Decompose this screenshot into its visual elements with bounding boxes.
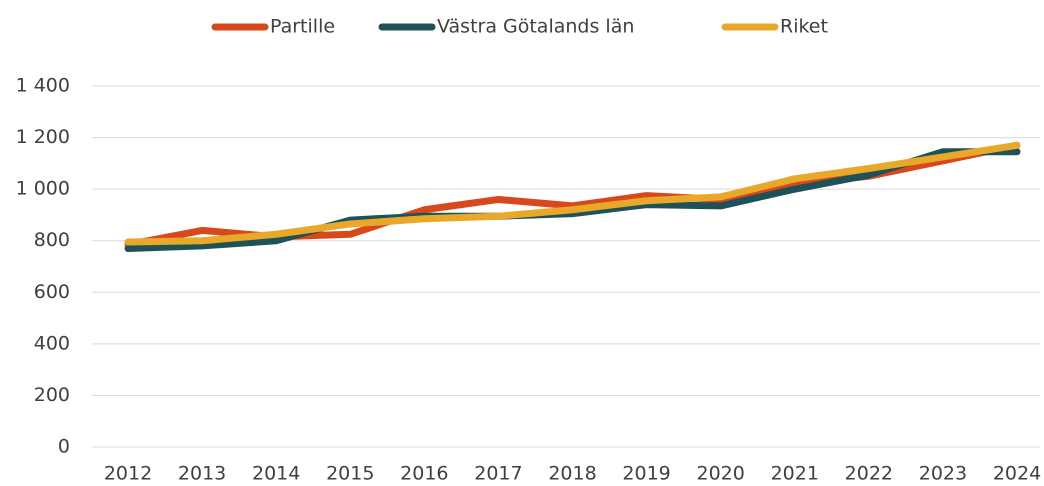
y-tick-label: 200 [34,384,70,406]
x-tick-label: 2015 [326,463,374,485]
legend-label: Partille [270,16,335,38]
x-tick-label: 2024 [993,463,1041,485]
y-tick-label: 0 [58,436,70,458]
x-tick-label: 2016 [400,463,448,485]
series-line [124,148,1021,252]
y-tick-label: 400 [34,332,70,354]
x-tick-label: 2018 [548,463,596,485]
y-tick-label: 1 000 [16,178,70,200]
x-tick-label: 2012 [104,463,152,485]
x-tick-label: 2023 [919,463,967,485]
series-line [124,141,1021,246]
y-tick-label: 800 [34,229,70,251]
x-tick-label: 2019 [622,463,670,485]
x-tick-label: 2013 [178,463,226,485]
x-tick-label: 2021 [771,463,819,485]
legend-label: Västra Götalands län [437,16,634,38]
x-tick-label: 2020 [696,463,744,485]
legend-label: Riket [780,16,828,38]
y-tick-label: 1 400 [16,75,70,97]
x-tick-label: 2022 [845,463,893,485]
y-tick-label: 600 [34,281,70,303]
series-line [124,141,1021,249]
x-tick-label: 2014 [252,463,300,485]
x-tick-label: 2017 [474,463,522,485]
y-tick-label: 1 200 [16,126,70,148]
